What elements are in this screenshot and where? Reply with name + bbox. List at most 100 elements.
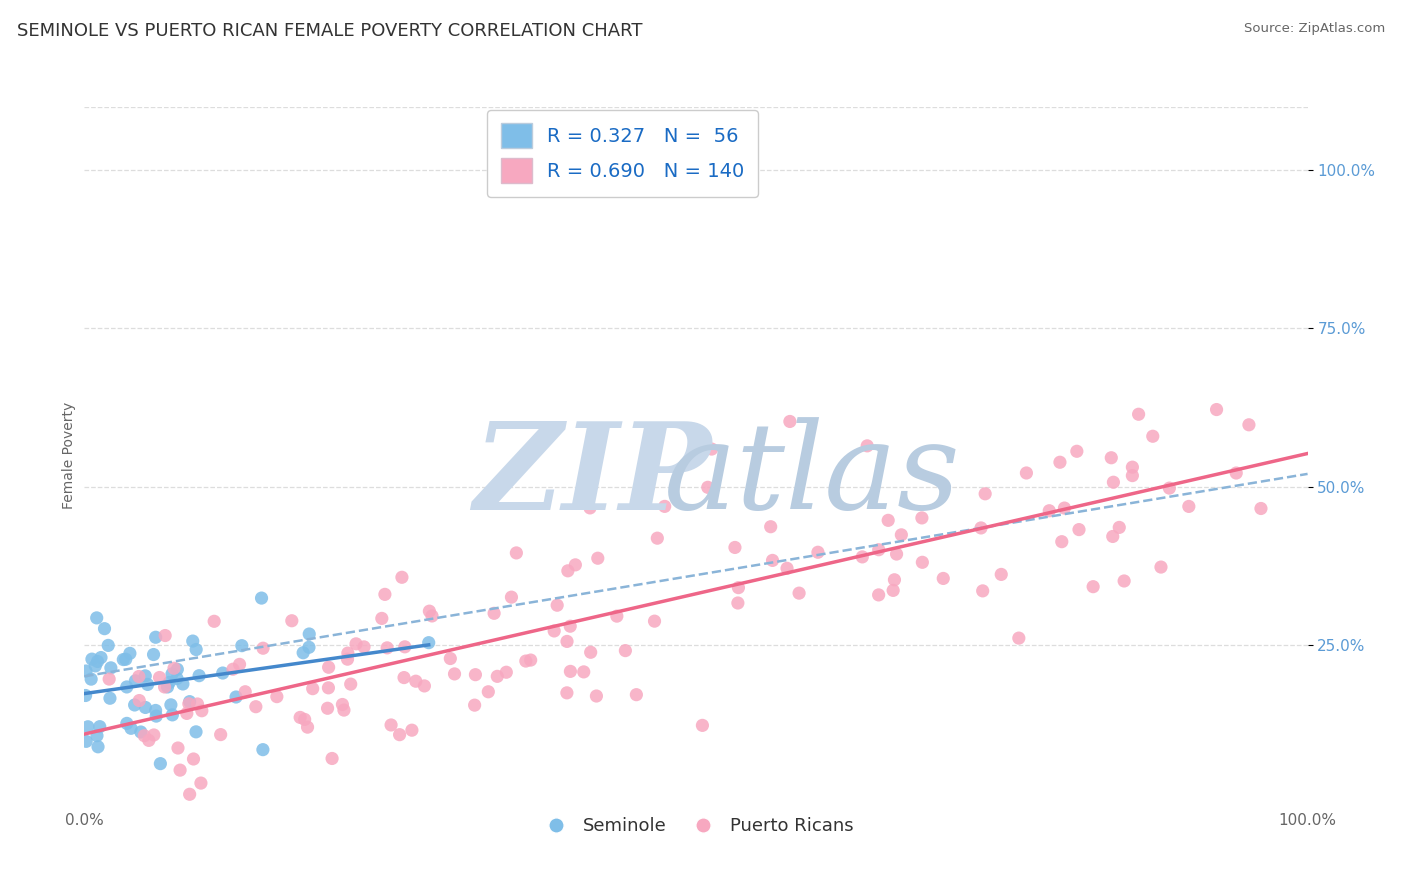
Point <box>1099 450 1122 465</box>
Point <box>974 487 997 501</box>
Point <box>495 665 517 680</box>
Point <box>413 679 436 693</box>
Point <box>579 500 602 515</box>
Point <box>228 657 250 672</box>
Point <box>1049 455 1071 469</box>
Point <box>1081 580 1104 594</box>
Point <box>692 718 714 732</box>
Point <box>464 698 486 713</box>
Point <box>486 669 509 683</box>
Point <box>1067 523 1090 537</box>
Point <box>546 598 568 612</box>
Point <box>318 660 340 674</box>
Point <box>222 662 245 676</box>
Point <box>183 752 205 766</box>
Point <box>134 729 156 743</box>
Legend: Seminole, Puerto Ricans: Seminole, Puerto Ricans <box>531 810 860 842</box>
Point <box>1128 407 1150 421</box>
Point <box>294 713 316 727</box>
Point <box>138 733 160 747</box>
Point <box>142 728 165 742</box>
Point <box>647 531 669 545</box>
Point <box>339 677 361 691</box>
Point <box>118 646 141 660</box>
Point <box>166 662 188 676</box>
Point <box>420 609 443 624</box>
Point <box>129 725 152 739</box>
Point <box>288 710 311 724</box>
Point <box>149 756 172 771</box>
Point <box>156 680 179 694</box>
Point <box>333 703 356 717</box>
Point <box>80 672 103 686</box>
Point <box>606 609 628 624</box>
Point <box>163 661 186 675</box>
Text: atlas: atlas <box>664 417 960 534</box>
Point <box>160 698 183 712</box>
Point <box>190 776 212 790</box>
Point <box>86 729 108 743</box>
Point <box>787 586 810 600</box>
Point <box>134 700 156 714</box>
Point <box>700 442 723 456</box>
Point <box>586 551 609 566</box>
Point <box>932 571 955 585</box>
Point <box>724 541 747 555</box>
Point <box>297 720 319 734</box>
Point <box>80 652 103 666</box>
Point <box>877 513 900 527</box>
Point <box>245 699 267 714</box>
Y-axis label: Female Poverty: Female Poverty <box>62 401 76 508</box>
Point <box>572 665 595 679</box>
Text: Source: ZipAtlas.com: Source: ZipAtlas.com <box>1244 22 1385 36</box>
Point <box>298 627 321 641</box>
Point <box>1066 444 1088 458</box>
Point <box>856 439 879 453</box>
Point <box>564 558 586 572</box>
Point <box>1050 534 1073 549</box>
Point <box>120 721 142 735</box>
Point <box>176 706 198 721</box>
Point <box>1142 429 1164 443</box>
Point <box>336 646 359 660</box>
Point <box>371 611 394 625</box>
Point <box>1237 417 1260 432</box>
Point <box>911 511 934 525</box>
Text: ZIP: ZIP <box>472 417 711 535</box>
Point <box>98 691 121 706</box>
Point <box>851 549 873 564</box>
Point <box>501 590 523 604</box>
Point <box>1205 402 1227 417</box>
Point <box>250 591 273 605</box>
Point <box>464 667 486 681</box>
Point <box>321 751 343 765</box>
Point <box>184 724 207 739</box>
Point <box>97 639 120 653</box>
Point <box>1225 466 1247 480</box>
Point <box>477 685 499 699</box>
Point <box>298 640 321 655</box>
Point <box>169 763 191 777</box>
Point <box>727 596 749 610</box>
Point <box>90 650 112 665</box>
Point <box>167 741 190 756</box>
Point <box>153 628 176 642</box>
Point <box>394 640 416 654</box>
Point <box>202 615 225 629</box>
Point <box>614 643 637 657</box>
Point <box>1108 520 1130 534</box>
Point <box>266 690 288 704</box>
Point <box>316 701 339 715</box>
Point <box>990 567 1012 582</box>
Point <box>75 689 97 703</box>
Point <box>211 666 233 681</box>
Point <box>142 648 165 662</box>
Point <box>145 709 167 723</box>
Point <box>124 673 146 688</box>
Point <box>115 716 138 731</box>
Point <box>148 671 170 685</box>
Point <box>543 624 565 638</box>
Point <box>225 690 247 704</box>
Point <box>1121 468 1143 483</box>
Point <box>779 414 801 428</box>
